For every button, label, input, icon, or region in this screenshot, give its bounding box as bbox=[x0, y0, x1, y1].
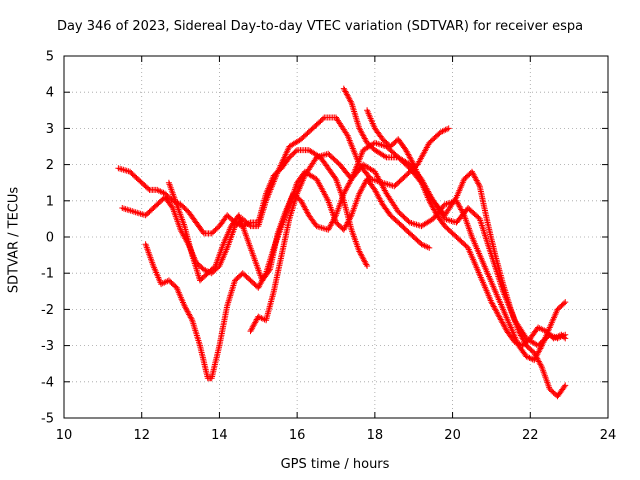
data-point-marker bbox=[292, 148, 299, 155]
data-point-marker bbox=[538, 362, 545, 369]
series-track-f bbox=[340, 85, 569, 400]
data-point-marker bbox=[562, 299, 569, 306]
x-tick-label: 10 bbox=[56, 428, 73, 443]
y-tick-label: -2 bbox=[41, 303, 54, 318]
data-point-marker bbox=[562, 382, 569, 389]
data-point-marker bbox=[561, 334, 567, 341]
x-tick-label: 18 bbox=[367, 428, 384, 443]
data-point-marker bbox=[561, 383, 568, 390]
data-point-marker bbox=[561, 300, 567, 307]
y-tick-label: 1 bbox=[46, 194, 54, 209]
data-point-marker bbox=[364, 262, 371, 269]
x-axis-label: GPS time / hours bbox=[280, 457, 390, 472]
data-point-marker bbox=[145, 185, 152, 192]
series-track-g bbox=[364, 107, 569, 349]
x-tick-label: 20 bbox=[444, 428, 461, 443]
data-point-marker bbox=[476, 181, 482, 188]
data-point-marker bbox=[382, 153, 389, 160]
data-point-marker bbox=[445, 125, 452, 132]
data-point-marker bbox=[320, 115, 326, 122]
y-tick-label: -1 bbox=[41, 267, 54, 282]
series-track-e bbox=[247, 139, 569, 349]
y-tick-label: 4 bbox=[46, 86, 54, 101]
y-tick-label: -3 bbox=[41, 339, 54, 354]
grid bbox=[64, 56, 608, 418]
data-point-marker bbox=[246, 221, 253, 228]
y-tick-label: -5 bbox=[41, 412, 54, 427]
data-point-marker bbox=[426, 244, 433, 251]
data-point-marker bbox=[266, 267, 272, 274]
x-tick-label: 12 bbox=[133, 428, 150, 443]
data-point-marker bbox=[332, 213, 339, 220]
data-markers bbox=[115, 85, 569, 400]
y-tick-label: -4 bbox=[41, 375, 54, 390]
x-tick-label: 16 bbox=[289, 428, 306, 443]
data-point-marker bbox=[347, 213, 354, 220]
x-tick-label: 22 bbox=[522, 428, 539, 443]
y-tick-label: 0 bbox=[46, 231, 54, 246]
chart-title: Day 346 of 2023, Sidereal Day-to-day VTE… bbox=[56, 19, 584, 34]
data-point-marker bbox=[562, 335, 569, 342]
x-tick-label: 24 bbox=[600, 428, 617, 443]
data-point-marker bbox=[332, 174, 338, 181]
data-point-marker bbox=[363, 261, 370, 268]
x-tick-label: 14 bbox=[211, 428, 228, 443]
y-tick-label: 2 bbox=[46, 158, 54, 173]
y-tick-label: 3 bbox=[46, 122, 54, 137]
y-tick-label: 5 bbox=[46, 50, 54, 65]
